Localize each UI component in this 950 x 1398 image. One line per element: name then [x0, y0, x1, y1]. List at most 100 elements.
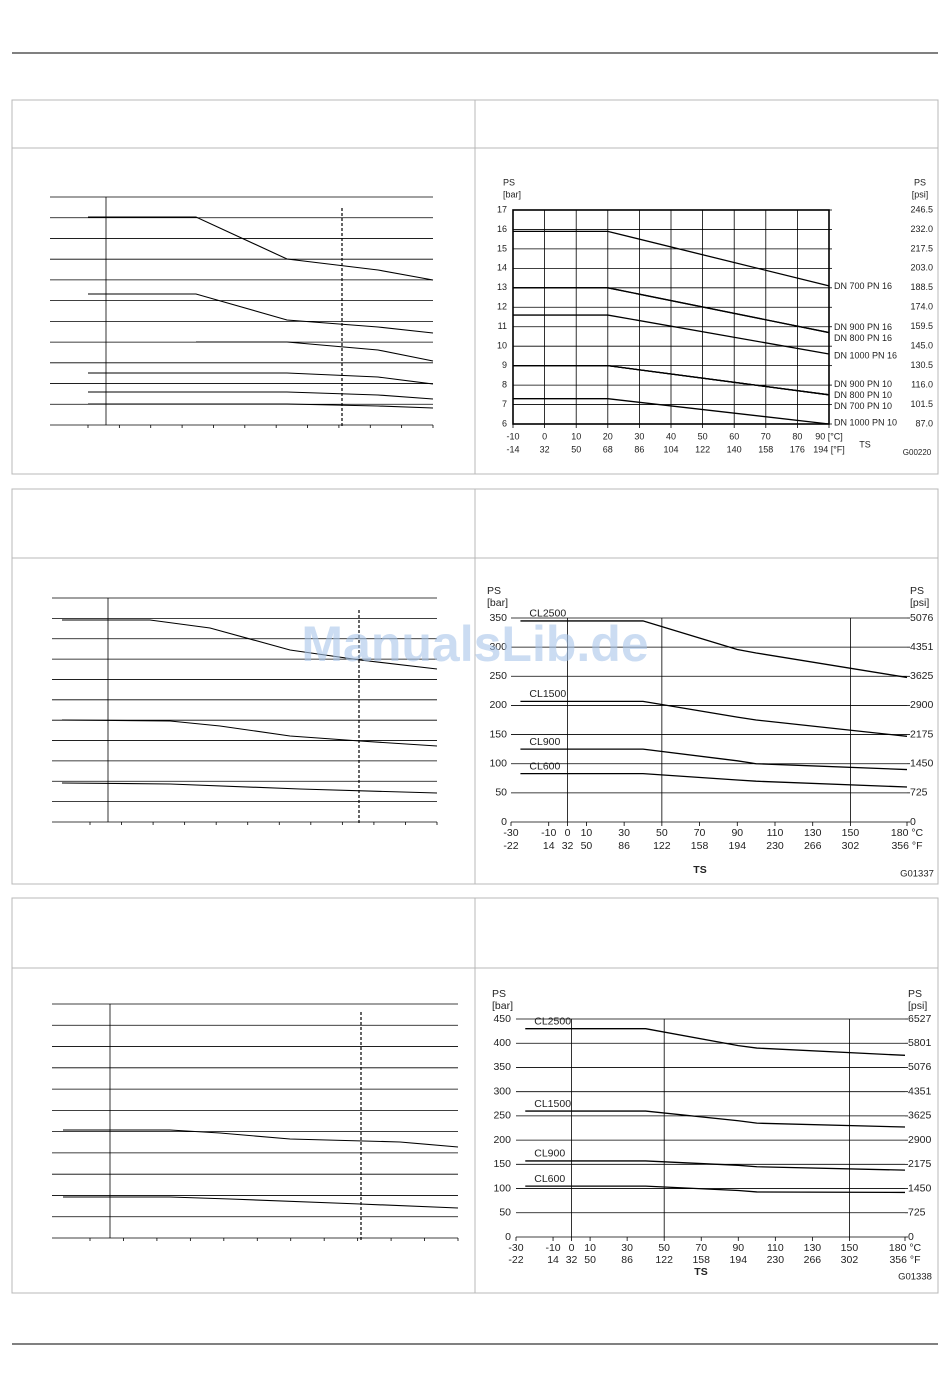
figure-code: G01337 — [900, 869, 934, 880]
x2-tick-label: 230 — [766, 840, 784, 852]
y-tick-label: 300 — [489, 641, 507, 653]
y2-tick-label: 87.0 — [915, 418, 933, 428]
charts: PS[bar]PS[psi]TSG00220678910111213141516… — [487, 177, 934, 1282]
series-line — [525, 1185, 906, 1194]
x2-tick-label: 356 °F — [891, 840, 922, 852]
y2-axis-unit: [psi] — [908, 1000, 927, 1012]
x2-tick-label: 50 — [581, 840, 593, 852]
series-label: CL900 — [534, 1148, 565, 1160]
x2-tick-label: 302 — [841, 1254, 859, 1266]
y-axis-unit: [bar] — [503, 189, 521, 199]
y-tick-label: 17 — [497, 204, 507, 214]
x-tick-label: 10 — [581, 827, 593, 839]
series-label: CL2500 — [529, 608, 566, 620]
x2-tick-label: 50 — [584, 1254, 596, 1266]
x-tick-label: 50 — [656, 827, 668, 839]
x2-tick-label: 266 — [804, 840, 822, 852]
x2-tick-label: 230 — [767, 1254, 785, 1266]
curve — [61, 719, 438, 747]
x-axis-label: TS — [694, 1266, 707, 1278]
series-line — [513, 364, 830, 396]
x-tick-label: 180 °C — [891, 827, 924, 839]
y-tick-label: 8 — [502, 379, 507, 389]
x2-tick-label: 140 — [727, 444, 742, 454]
x2-tick-label: 68 — [603, 444, 613, 454]
x2-tick-label: 50 — [571, 444, 581, 454]
y-tick-label: 11 — [498, 321, 507, 331]
x2-tick-label: 158 — [692, 1254, 710, 1266]
y2-tick-label: 2175 — [910, 728, 934, 740]
y-tick-label: 400 — [493, 1037, 511, 1049]
x2-tick-label: -22 — [508, 1254, 523, 1266]
y2-axis-label: PS — [914, 177, 926, 187]
y-tick-label: 300 — [493, 1085, 511, 1097]
y-tick-label: 150 — [489, 728, 507, 740]
y2-tick-label: 130.5 — [910, 360, 933, 370]
x-tick-label: 20 — [603, 431, 613, 441]
unlabeled-diagram — [50, 196, 434, 428]
y2-axis-label: PS — [910, 585, 924, 597]
x2-tick-label: 122 — [653, 840, 671, 852]
x2-tick-label: 32 — [566, 1254, 578, 1266]
x-tick-label: 150 — [842, 827, 860, 839]
x-tick-label: 90 [°C] — [815, 431, 843, 441]
x-tick-label: 30 — [621, 1242, 633, 1254]
x2-tick-label: 176 — [790, 444, 805, 454]
y2-tick-label: 5076 — [908, 1061, 932, 1073]
y2-tick-label: 4351 — [908, 1085, 932, 1097]
x-tick-label: -30 — [508, 1242, 523, 1254]
x-tick-label: 50 — [698, 431, 708, 441]
curve — [88, 293, 434, 334]
figure-code: G00220 — [903, 448, 932, 457]
y-tick-label: 50 — [495, 787, 507, 799]
x-tick-label: -10 — [506, 431, 519, 441]
plot-frame — [512, 209, 830, 425]
x2-tick-label: 14 — [547, 1254, 559, 1266]
x-tick-label: 130 — [804, 827, 822, 839]
x-tick-label: -10 — [541, 827, 556, 839]
y-tick-label: 0 — [501, 816, 507, 828]
series-label: CL900 — [529, 736, 560, 748]
y-axis-label: PS — [492, 988, 506, 1000]
curve — [88, 391, 434, 400]
x2-tick-label: 86 — [634, 444, 644, 454]
curve — [88, 216, 434, 281]
y-tick-label: 15 — [497, 243, 507, 253]
x2-tick-label: 86 — [621, 1254, 633, 1266]
x-tick-label: 90 — [731, 827, 743, 839]
x2-tick-label: 194 — [729, 840, 747, 852]
y2-axis-label: PS — [908, 988, 922, 1000]
curve — [61, 782, 438, 794]
y-tick-label: 200 — [493, 1134, 511, 1146]
x2-tick-label: 194 [°F] — [813, 444, 845, 454]
y2-tick-label: 217.5 — [910, 243, 933, 253]
y-tick-label: 9 — [502, 360, 507, 370]
chart: PS [bar] PS [psi] TS G00220 6 7 8 9 10 11 12 13 14 15 16… — [497, 177, 933, 457]
x-tick-label: 90 — [732, 1242, 744, 1254]
y2-tick-label: 1450 — [910, 758, 934, 770]
y-tick-label: 350 — [489, 612, 507, 624]
x2-tick-label: 194 — [730, 1254, 748, 1266]
y-tick-label: 250 — [489, 670, 507, 682]
y2-axis-unit: [psi] — [912, 189, 929, 199]
x-tick-label: 70 — [695, 1242, 707, 1254]
x-axis-label: TS — [859, 439, 871, 449]
y2-tick-label: 101.5 — [910, 399, 933, 409]
y-tick-label: 7 — [502, 399, 507, 409]
y-tick-label: 16 — [497, 224, 507, 234]
x2-tick-label: 356 °F — [889, 1254, 920, 1266]
y2-tick-label: 725 — [908, 1207, 926, 1219]
series-label: DN 700 PN 10 — [834, 401, 892, 411]
y-tick-label: 350 — [493, 1061, 511, 1073]
series-label: CL1500 — [534, 1098, 571, 1110]
x2-tick-label: 158 — [758, 444, 773, 454]
x-tick-label: 150 — [841, 1242, 859, 1254]
x-tick-label: 40 — [666, 431, 676, 441]
x-tick-label: 50 — [658, 1242, 670, 1254]
x2-tick-label: -14 — [506, 444, 519, 454]
y-tick-label: 50 — [499, 1207, 511, 1219]
curve — [88, 372, 434, 385]
figure-code: G01338 — [898, 1272, 932, 1283]
